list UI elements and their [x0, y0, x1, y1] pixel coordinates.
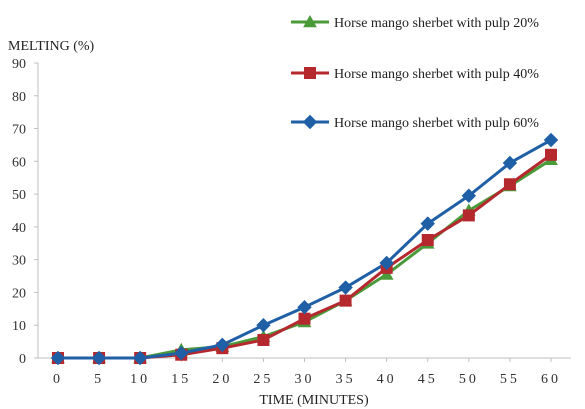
- data-point-series-3: [461, 188, 477, 203]
- legend-marker-2: [304, 67, 316, 79]
- data-point-series-2: [421, 234, 434, 246]
- x-tick-label: 25: [253, 372, 273, 387]
- x-tick-label: 0: [53, 372, 63, 387]
- data-point-series-3: [50, 350, 66, 366]
- data-point-series-2: [257, 333, 270, 346]
- legend-marker-3: [302, 114, 318, 130]
- x-axis-title: TIME (MINUTES): [259, 393, 369, 408]
- y-tick-label: 20: [12, 286, 26, 301]
- legend-label-1: Horse mango sherbet with pulp 20%: [334, 16, 539, 31]
- data-point-series-3: [132, 350, 148, 366]
- series-markers: [50, 132, 559, 366]
- data-point-series-2: [545, 148, 557, 161]
- data-point-series-3: [420, 216, 435, 231]
- x-tick-label: 55: [500, 372, 520, 387]
- x-tick-label: 45: [418, 372, 438, 387]
- x-tick-label: 50: [459, 372, 479, 387]
- legend-marker-1: [303, 14, 317, 28]
- x-tick-label: 35: [336, 372, 356, 387]
- y-tick-label: 60: [12, 155, 26, 170]
- data-point-series-3: [543, 132, 559, 148]
- data-point-series-2: [503, 178, 516, 191]
- x-tick-label: 30: [295, 372, 315, 387]
- data-point-series-3: [91, 350, 107, 366]
- data-point-series-3: [174, 345, 189, 361]
- x-tick-label: 15: [171, 372, 191, 387]
- data-point-series-3: [215, 337, 230, 353]
- y-axis-title: MELTING (%): [8, 39, 95, 54]
- data-point-series-3: [256, 318, 271, 333]
- x-tick-label: 60: [541, 372, 561, 387]
- legend-label-2: Horse mango sherbet with pulp 40%: [334, 67, 539, 82]
- legend-label-3: Horse mango sherbet with pulp 60%: [334, 116, 539, 131]
- legend: Horse mango sherbet with pulp 20% Horse m…: [291, 14, 539, 131]
- data-point-series-2: [339, 294, 352, 307]
- series-line-2: [58, 153, 552, 360]
- y-tick-label: 30: [12, 254, 26, 269]
- y-tick-label: 50: [12, 188, 26, 203]
- y-tick-label: 80: [12, 90, 26, 105]
- y-tick-label: 10: [12, 319, 26, 334]
- x-tick-label: 20: [212, 372, 232, 387]
- data-point-series-3: [297, 299, 312, 315]
- x-tick-label: 5: [94, 372, 104, 387]
- data-point-series-3: [502, 155, 518, 171]
- data-point-series-2: [298, 312, 311, 325]
- x-tick-label: 10: [130, 372, 150, 387]
- axes: 0 10 20 30 40 50 60 70 80 90 0 5 10 15 20 25 30 35 40 45 50 5…: [12, 57, 571, 387]
- x-tick-label: 40: [377, 372, 397, 387]
- y-tick-label: 40: [12, 221, 26, 236]
- y-tick-label: 90: [12, 57, 26, 72]
- data-point-series-2: [462, 209, 475, 222]
- y-tick-label: 70: [12, 123, 26, 138]
- data-point-series-3: [379, 255, 394, 271]
- y-tick-label: 0: [19, 352, 26, 367]
- data-point-series-3: [338, 280, 353, 295]
